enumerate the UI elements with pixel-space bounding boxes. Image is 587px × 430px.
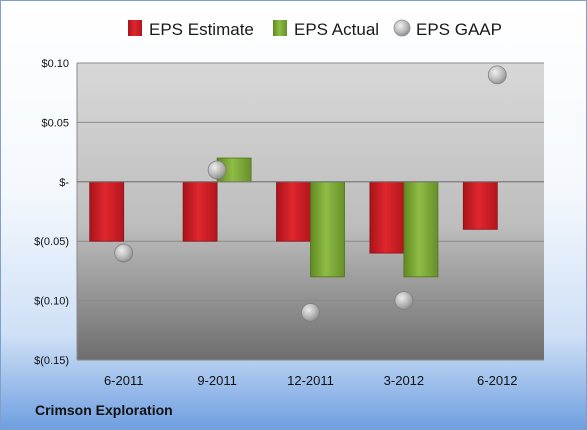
- bars: [77, 157, 544, 278]
- x-tick-label: 9-2011: [197, 373, 237, 388]
- point-eps-gaap: [487, 65, 507, 85]
- legend-swatch-estimate: [128, 20, 142, 36]
- point-eps-gaap: [394, 291, 414, 311]
- x-tick-label: 3-2012: [384, 373, 424, 388]
- x-tick-label: 12-2011: [287, 373, 334, 388]
- x-axis-tick-labels: 6-2011 9-2011 12-2011 3-2012 6-2012: [104, 373, 518, 388]
- bar-eps-estimate: [89, 181, 125, 242]
- x-tick-label: 6-2011: [104, 373, 144, 388]
- y-tick-label: $-: [59, 177, 69, 189]
- legend-label-gaap: EPS GAAP: [416, 20, 502, 39]
- point-eps-gaap: [114, 243, 134, 263]
- point-eps-gaap: [207, 160, 227, 180]
- legend-swatch-actual: [273, 20, 287, 36]
- bar-eps-actual: [310, 181, 345, 278]
- y-tick-label: $0.05: [41, 117, 69, 129]
- legend-label-actual: EPS Actual: [294, 20, 379, 39]
- y-tick-label: $(0.05): [34, 236, 69, 248]
- legend-label-estimate: EPS Estimate: [149, 20, 254, 39]
- bar-eps-estimate: [276, 181, 311, 242]
- y-tick-label: $(0.15): [34, 355, 69, 367]
- company-name: Crimson Exploration: [35, 402, 173, 418]
- y-axis-tick-labels: $0.10 $0.05 $- $(0.05) $(0.10) $(0.15): [34, 58, 69, 367]
- legend-swatch-gaap: [393, 19, 411, 37]
- bar-eps-estimate: [462, 181, 498, 230]
- x-tick-label: 6-2012: [477, 373, 517, 388]
- gaap-points: [114, 65, 507, 322]
- y-tick-label: $(0.10): [34, 296, 69, 308]
- y-tick-label: $0.10: [41, 58, 69, 70]
- bar-eps-estimate: [182, 181, 218, 242]
- bar-eps-estimate: [369, 181, 405, 254]
- bar-eps-actual: [403, 181, 439, 278]
- point-eps-gaap: [301, 303, 320, 322]
- legend: EPS Estimate EPS Actual EPS GAAP: [128, 19, 502, 39]
